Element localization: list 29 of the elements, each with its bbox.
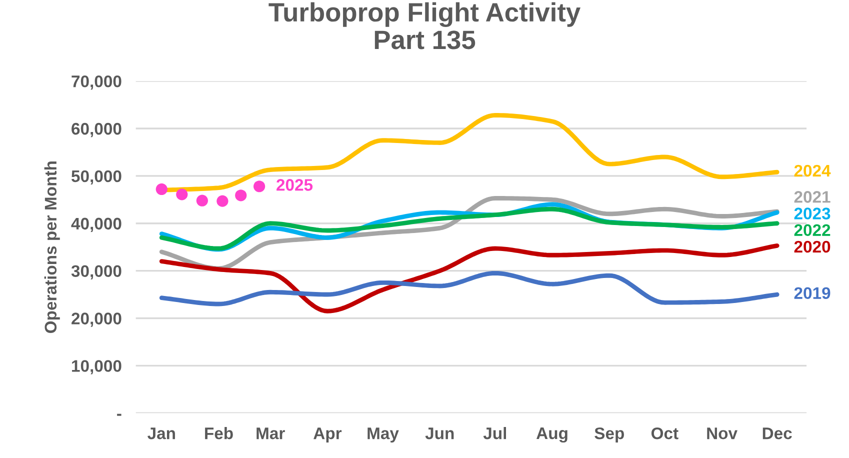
x-tick-label: Dec	[762, 428, 792, 440]
series-label: 2024	[794, 164, 831, 177]
y-tick-label: -	[117, 414, 122, 416]
x-tick-label: Jul	[483, 427, 506, 440]
x-tick-label: Nov	[707, 428, 738, 440]
series-label: 2019	[794, 287, 830, 299]
x-tick-label: Jun	[425, 428, 454, 440]
y-tick-label: 60,000	[72, 122, 122, 138]
y-tick-label: 20,000	[72, 312, 122, 327]
x-tick-label: Aug	[536, 428, 568, 443]
chart-title: Turboprop Flight Activity Part 135	[268, 2, 580, 50]
x-tick-label: Oct	[651, 427, 678, 440]
x-tick-label: Jan	[148, 428, 175, 440]
y-tick-label: 10,000	[72, 360, 122, 374]
x-tick-label: Feb	[205, 427, 233, 440]
series-label: 2022	[794, 224, 830, 236]
series-label: 2021	[794, 191, 830, 203]
series-label: 2025	[276, 179, 313, 191]
series-label: 2020	[794, 240, 830, 253]
y-tick-label: 70,000	[72, 75, 122, 90]
series-label: 2023	[794, 208, 830, 220]
x-tick-label: May	[368, 428, 399, 443]
x-tick-label: Sep	[594, 427, 624, 443]
x-tick-label: Mar	[256, 428, 285, 440]
y-tick-label: 50,000	[71, 170, 122, 185]
y-tick-label: 40,000	[71, 218, 122, 232]
y-axis-title: Operations per Month	[44, 162, 60, 333]
x-tick-label: Apr	[314, 428, 342, 443]
y-tick-label: 30,000	[71, 265, 122, 280]
